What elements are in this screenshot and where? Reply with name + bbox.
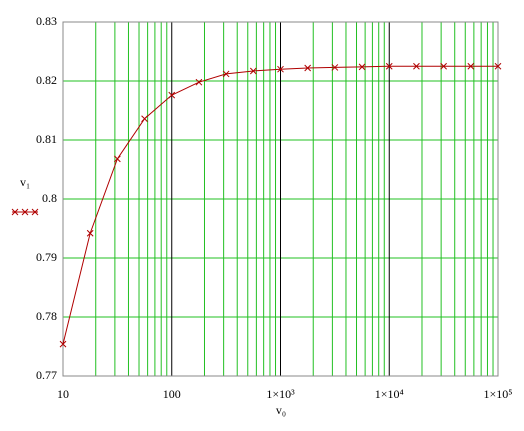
marker bbox=[141, 115, 148, 123]
marker bbox=[440, 62, 447, 70]
marker bbox=[249, 67, 257, 75]
y-tick-label: 0.81 bbox=[36, 132, 57, 146]
y-tick-label: 0.83 bbox=[36, 14, 57, 28]
legend-label: v₁ bbox=[20, 175, 30, 189]
marker bbox=[331, 64, 339, 71]
x-axis-label: v₀ bbox=[276, 403, 286, 417]
x-tick-label: 1×10⁴ bbox=[375, 387, 404, 401]
legend-marker bbox=[11, 208, 19, 216]
marker bbox=[467, 62, 475, 70]
marker bbox=[413, 62, 420, 70]
y-tick-label: 0.8 bbox=[42, 191, 57, 205]
marker bbox=[168, 91, 176, 99]
x-tick-label: 1×10⁵ bbox=[484, 387, 513, 401]
marker bbox=[114, 155, 121, 163]
marker bbox=[222, 70, 230, 78]
y-tick-label: 0.82 bbox=[36, 73, 57, 87]
y-tick-label: 0.79 bbox=[36, 250, 57, 264]
x-tick-label: 1×10³ bbox=[266, 387, 295, 401]
marker bbox=[195, 78, 203, 86]
x-tick-label: 100 bbox=[163, 387, 181, 401]
marker bbox=[358, 63, 366, 71]
marker bbox=[59, 340, 67, 348]
legend-marker bbox=[21, 208, 29, 216]
plot-frame bbox=[62, 21, 499, 377]
marker bbox=[86, 229, 94, 237]
x-tick-label: 10 bbox=[57, 387, 69, 401]
y-tick-label: 0.77 bbox=[36, 368, 57, 382]
legend-marker bbox=[31, 208, 39, 216]
marker bbox=[385, 62, 393, 70]
marker bbox=[277, 65, 284, 73]
marker bbox=[494, 62, 502, 70]
y-tick-label: 0.78 bbox=[36, 309, 57, 323]
marker bbox=[304, 64, 312, 72]
